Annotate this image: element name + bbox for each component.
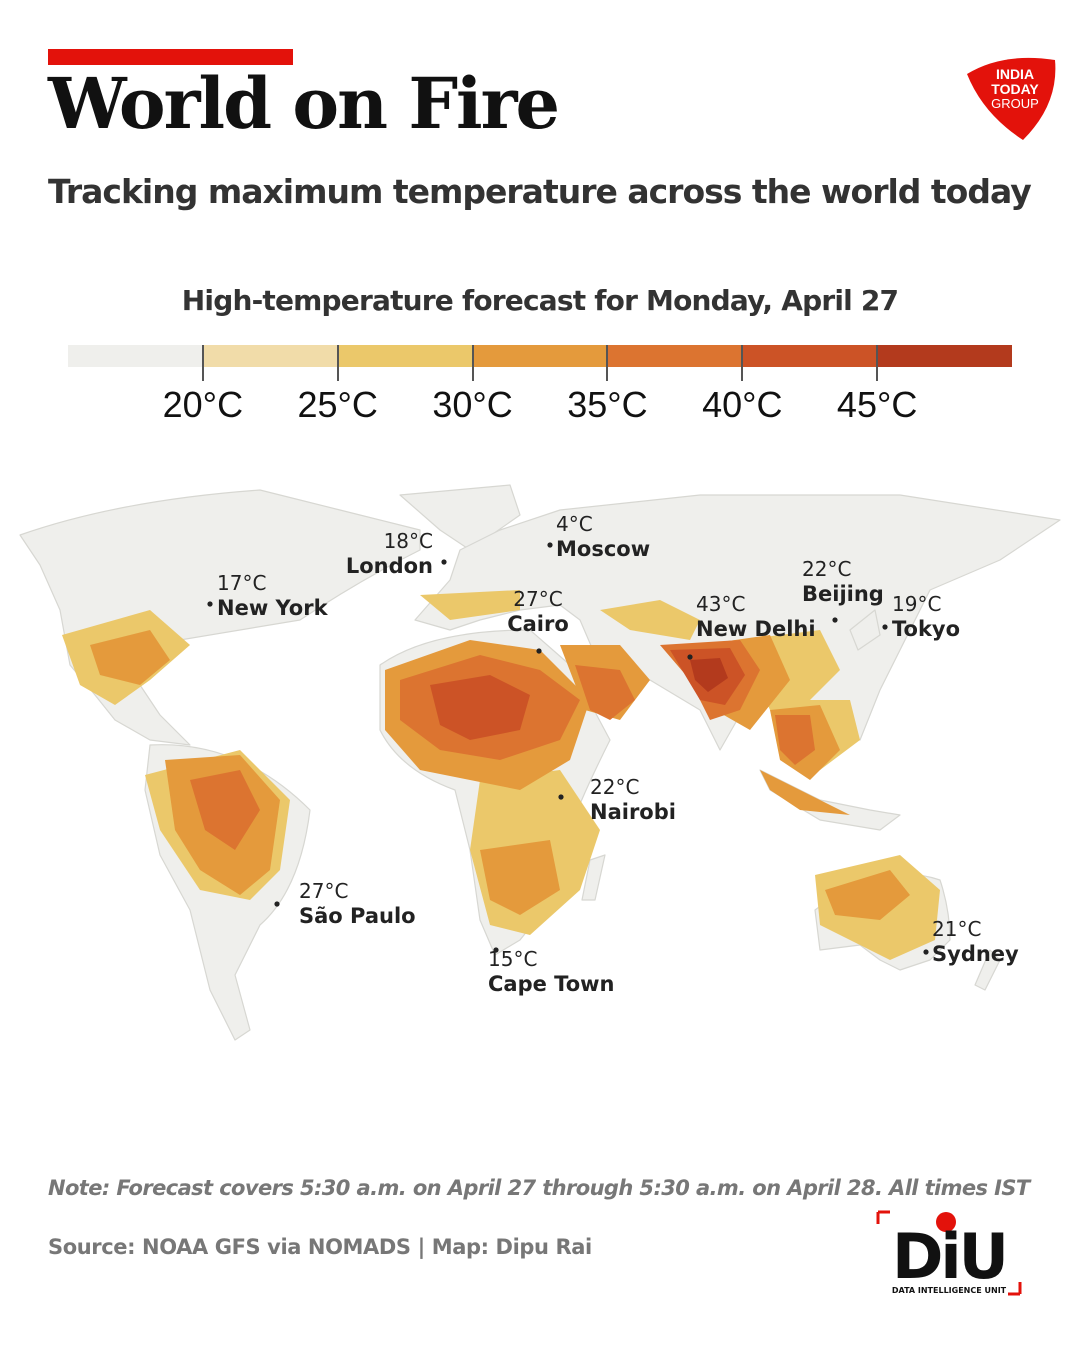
city-temperature: 19°C (892, 592, 941, 616)
city-temperature: 15°C (488, 947, 537, 971)
landmass-indonesia (759, 769, 901, 831)
landmass-madagascar (581, 854, 606, 901)
legend-swatch (337, 345, 473, 367)
city-name: Nairobi (590, 800, 676, 824)
city-temperature: 22°C (590, 775, 639, 799)
logo-text-line-2: TODAY (991, 81, 1039, 97)
logo-caption: DATA INTELLIGENCE UNIT (892, 1286, 1007, 1295)
city-dot (687, 654, 693, 660)
city-temperature: 17°C (217, 571, 266, 595)
city-dot (536, 648, 542, 654)
city-name: Beijing (802, 582, 884, 606)
city-name: Cairo (507, 612, 569, 636)
city-name: São Paulo (299, 904, 416, 928)
city-dot (274, 901, 280, 907)
title-accent-bar (48, 49, 293, 65)
city-name: Tokyo (892, 617, 960, 641)
city-name: New York (217, 596, 329, 620)
city-name: Moscow (556, 537, 650, 561)
logo-dot (936, 1212, 956, 1232)
city-dot (441, 559, 447, 565)
legend-swatch (877, 345, 1013, 367)
city-temperature: 27°C (513, 587, 562, 611)
city-temperature: 4°C (556, 512, 593, 536)
city-dot (832, 617, 838, 623)
logo-text-line-1: INDIA (996, 66, 1034, 82)
legend-tick-label: 20°C (162, 384, 244, 425)
legend-tick-label: 25°C (297, 384, 378, 425)
source-credit: Source: NOAA GFS via NOMADS | Map: Dipu … (48, 1235, 592, 1259)
footnote: Note: Forecast covers 5:30 a.m. on April… (48, 1176, 1030, 1200)
legend-tick (336, 345, 339, 381)
legend-tick (876, 345, 879, 381)
india-today-group-logo: INDIA TODAY GROUP (963, 54, 1058, 144)
city-temperature: 43°C (696, 592, 745, 616)
city-name: New Delhi (696, 617, 816, 641)
legend-swatch (472, 345, 608, 367)
landmass-new-zealand (974, 949, 1001, 991)
temperature-band-45-plus (690, 658, 728, 692)
page-subtitle: Tracking maximum temperature across the … (48, 172, 1032, 211)
color-scale-bar (68, 345, 1013, 367)
city-name: London (346, 554, 433, 578)
city-dot (547, 542, 553, 548)
legend-tick-label: 35°C (567, 384, 648, 425)
legend-swatch (742, 345, 878, 367)
world-temperature-map: 17°C New York 18°C London 4°C Moscow 27°C Cairo… (0, 470, 1080, 1074)
city-dot (558, 794, 564, 800)
city-temperature: 22°C (802, 557, 851, 581)
city-dot (207, 601, 213, 607)
legend-swatch (607, 345, 743, 367)
legend-tick (606, 345, 609, 381)
city-temperature: 27°C (299, 879, 348, 903)
legend-tick-label: 45°C (836, 384, 918, 425)
city-dot (923, 949, 929, 955)
city-dot (493, 947, 499, 953)
legend-tick (471, 345, 474, 381)
legend-tick-label: 40°C (702, 384, 783, 425)
city-dot (882, 624, 888, 630)
legend-tick (741, 345, 744, 381)
city-temperature: 18°C (384, 529, 433, 553)
city-name: Sydney (932, 942, 1019, 966)
logo-text-line-3: GROUP (991, 96, 1039, 111)
legend-tick-label: 30°C (432, 384, 513, 425)
legend-tick (201, 345, 204, 381)
legend-title: High-temperature forecast for Monday, Ap… (181, 284, 899, 317)
city-name: Cape Town (488, 972, 614, 996)
legend-swatch (68, 345, 203, 367)
logo-letters: DiU (892, 1220, 1006, 1293)
legend-swatch (202, 345, 338, 367)
page-title: World on Fire (48, 62, 560, 145)
data-intelligence-unit-logo: DiU DATA INTELLIGENCE UNIT (874, 1208, 1024, 1298)
city-temperature: 21°C (932, 917, 981, 941)
landmass-japan (849, 609, 881, 651)
